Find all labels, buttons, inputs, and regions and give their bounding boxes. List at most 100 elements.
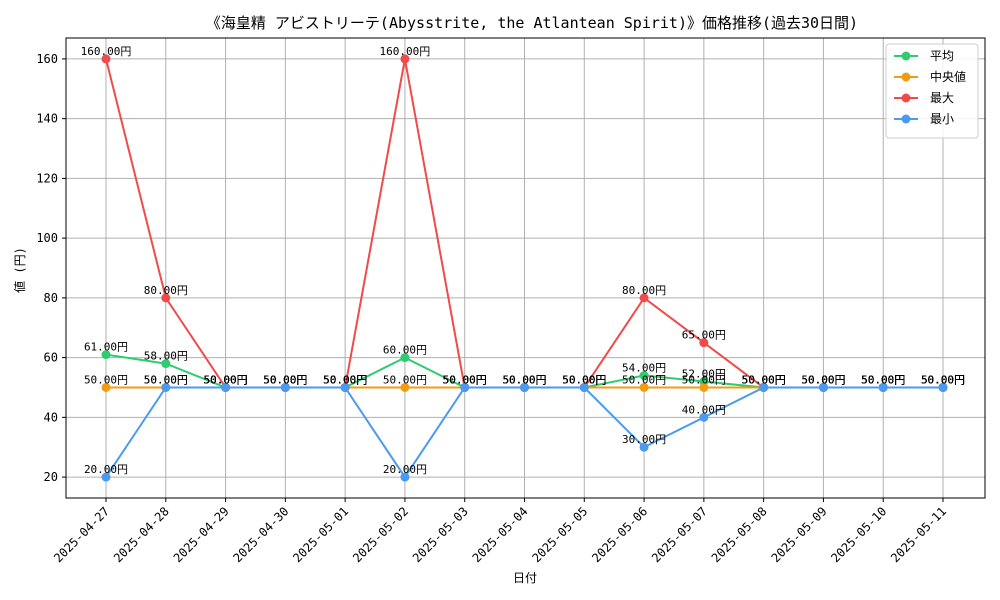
data-label: 50.00円 xyxy=(742,373,786,386)
data-label: 50.00円 xyxy=(502,373,546,386)
data-label: 50.00円 xyxy=(263,373,307,386)
data-label: 50.00円 xyxy=(801,373,845,386)
data-label: 50.00円 xyxy=(921,373,965,386)
chart-title: 《海皇精 アビストリーテ(Abysstrite, the Atlantean S… xyxy=(206,14,858,32)
x-tick-label: 2025-04-28 xyxy=(111,504,172,565)
data-point xyxy=(161,293,171,303)
data-point xyxy=(938,382,948,392)
data-label: 65.00円 xyxy=(682,329,726,342)
data-point xyxy=(221,382,231,392)
data-point xyxy=(400,472,410,482)
legend-entry: 最大 xyxy=(930,91,954,105)
plot-frame xyxy=(65,37,986,499)
data-point xyxy=(460,382,470,392)
y-tick-label: 80 xyxy=(44,291,58,305)
x-tick-label: 2025-05-05 xyxy=(529,504,590,565)
data-label: 50.00円 xyxy=(204,373,248,386)
x-tick-label: 2025-05-08 xyxy=(709,504,770,565)
data-label: 20.00円 xyxy=(84,463,128,476)
data-label: 60.00円 xyxy=(383,344,427,357)
data-point xyxy=(639,293,649,303)
data-label: 50.00円 xyxy=(562,373,606,386)
data-label: 50.00円 xyxy=(742,373,786,386)
data-label: 50.00円 xyxy=(861,373,905,386)
x-tick-label: 2025-05-07 xyxy=(649,504,710,565)
data-label: 50.00円 xyxy=(323,373,367,386)
x-axis-title: 日付 xyxy=(513,571,537,585)
data-point xyxy=(579,382,589,392)
data-point xyxy=(101,54,111,64)
data-label: 50.00円 xyxy=(204,373,248,386)
data-label: 50.00円 xyxy=(263,373,307,386)
data-label: 50.00円 xyxy=(502,373,546,386)
data-label: 50.00円 xyxy=(861,373,905,386)
data-label: 50.00円 xyxy=(323,373,367,386)
data-label: 50.00円 xyxy=(502,373,546,386)
x-tick-label: 2025-05-11 xyxy=(888,504,949,565)
data-label: 50.00円 xyxy=(263,373,307,386)
y-tick-label: 120 xyxy=(36,171,58,185)
data-label: 80.00円 xyxy=(144,284,188,297)
x-tick-label: 2025-04-29 xyxy=(171,504,232,565)
data-label: 50.00円 xyxy=(144,373,188,386)
y-axis-title: 値 (円) xyxy=(12,247,27,293)
data-label: 54.00円 xyxy=(622,362,666,375)
data-point xyxy=(699,338,709,348)
data-label: 50.00円 xyxy=(204,373,248,386)
legend-swatch-marker xyxy=(901,72,911,82)
data-label: 160.00円 xyxy=(81,45,132,58)
data-label: 50.00円 xyxy=(801,373,845,386)
data-point xyxy=(280,382,290,392)
data-label: 52.00円 xyxy=(682,368,726,381)
x-tick-label: 2025-05-06 xyxy=(589,504,650,565)
data-point xyxy=(639,371,649,381)
x-tick-label: 2025-05-09 xyxy=(769,504,830,565)
data-point xyxy=(639,382,649,392)
data-label: 50.00円 xyxy=(682,373,726,386)
data-point xyxy=(161,382,171,392)
data-label: 50.00円 xyxy=(742,373,786,386)
data-label: 50.00円 xyxy=(204,373,248,386)
data-point xyxy=(699,412,709,422)
data-label: 50.00円 xyxy=(921,373,965,386)
y-tick-label: 100 xyxy=(36,231,58,245)
y-tick-label: 60 xyxy=(44,351,58,365)
data-point xyxy=(699,382,709,392)
data-label: 50.00円 xyxy=(801,373,845,386)
legend-entry: 中央値 xyxy=(930,69,966,84)
data-label: 50.00円 xyxy=(443,373,487,386)
data-label: 50.00円 xyxy=(502,373,546,386)
data-point xyxy=(161,359,171,369)
data-label: 160.00円 xyxy=(380,45,431,58)
data-label: 50.00円 xyxy=(323,373,367,386)
data-label: 50.00円 xyxy=(562,373,606,386)
data-point xyxy=(400,54,410,64)
data-label: 50.00円 xyxy=(443,373,487,386)
x-tick-label: 2025-05-01 xyxy=(290,504,351,565)
data-label: 50.00円 xyxy=(622,373,666,386)
data-point xyxy=(520,382,529,392)
data-label: 30.00円 xyxy=(622,433,666,446)
x-tick-label: 2025-05-02 xyxy=(350,504,411,565)
legend-box xyxy=(885,43,979,139)
data-point xyxy=(101,350,111,360)
data-label: 50.00円 xyxy=(383,373,427,386)
y-tick-label: 140 xyxy=(36,112,58,126)
data-point xyxy=(340,382,350,392)
data-label: 80.00円 xyxy=(622,284,666,297)
legend-swatch-marker xyxy=(901,51,911,61)
data-point xyxy=(759,382,769,392)
legend-swatch-marker xyxy=(901,114,911,124)
y-tick-label: 160 xyxy=(36,52,58,66)
data-label: 50.00円 xyxy=(84,373,128,386)
x-tick-label: 2025-04-30 xyxy=(230,504,291,565)
data-point xyxy=(101,382,111,392)
data-label: 50.00円 xyxy=(323,373,367,386)
data-label: 50.00円 xyxy=(562,373,606,386)
data-label: 50.00円 xyxy=(742,373,786,386)
legend-swatch-marker xyxy=(901,93,911,103)
x-tick-label: 2025-04-27 xyxy=(51,504,112,565)
